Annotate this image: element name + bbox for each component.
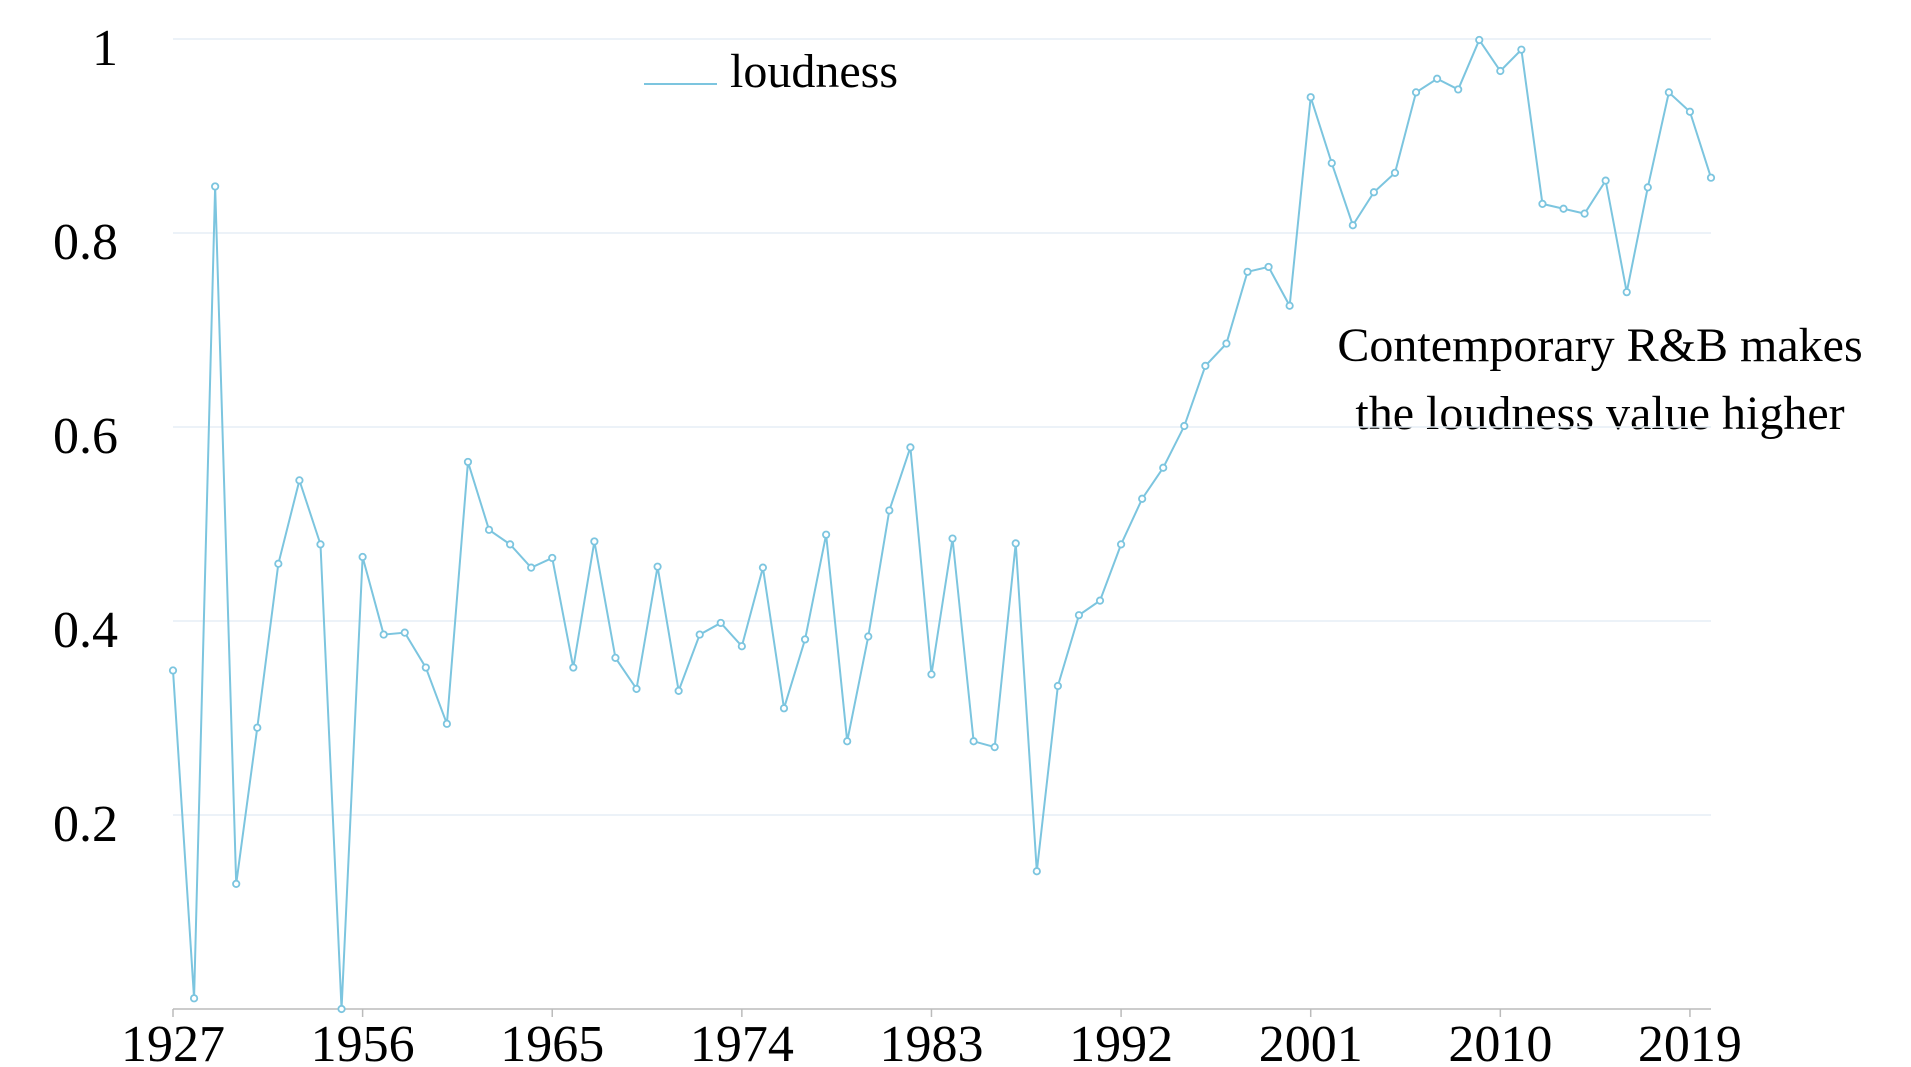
data-point	[653, 562, 662, 571]
data-point	[527, 563, 536, 572]
data-point	[758, 563, 768, 572]
data-point	[1517, 45, 1526, 54]
data-point	[274, 559, 283, 568]
y-tick-label: 0.4	[53, 602, 118, 659]
data-point	[421, 663, 430, 672]
data-point	[1622, 288, 1631, 297]
data-point	[1411, 88, 1421, 97]
data-point	[316, 540, 325, 549]
data-point	[1116, 540, 1126, 549]
data-point	[990, 742, 999, 752]
data-point	[674, 686, 683, 695]
data-point	[590, 537, 599, 546]
series-line	[172, 37, 1712, 1010]
data-point	[379, 630, 388, 639]
data-point	[358, 552, 367, 562]
data-point	[1538, 199, 1547, 208]
data-point	[906, 443, 915, 452]
data-point	[1306, 93, 1315, 102]
data-point	[1011, 539, 1020, 548]
data-point	[1327, 159, 1336, 168]
data-point	[1243, 267, 1252, 276]
data-point	[927, 670, 936, 679]
data-point	[822, 530, 831, 539]
data-point	[1159, 463, 1168, 472]
y-tick-label: 0.8	[53, 214, 118, 271]
data-point	[232, 879, 241, 888]
data-point	[779, 704, 789, 713]
data-point	[695, 630, 704, 639]
x-tick-label: 1992	[1069, 1016, 1173, 1067]
data-point	[948, 534, 957, 543]
data-point	[253, 723, 262, 732]
data-point	[1475, 35, 1484, 45]
x-tick-label: 2001	[1259, 1016, 1363, 1067]
data-point	[295, 476, 304, 485]
data-point	[337, 1004, 346, 1014]
data-point	[843, 737, 852, 746]
data-point	[737, 642, 746, 651]
data-point	[1032, 867, 1041, 876]
data-point	[1454, 85, 1463, 94]
x-tick-label: 1974	[690, 1016, 794, 1067]
data-point	[1369, 188, 1379, 197]
data-point	[1180, 421, 1189, 431]
data-point	[168, 666, 178, 675]
annotation: the loudness value higher	[1355, 387, 1844, 440]
x-tick-label: 1983	[879, 1016, 983, 1067]
data-point	[864, 632, 873, 641]
data-point	[1138, 494, 1147, 503]
data-point	[1601, 176, 1610, 185]
y-tick-label: 1	[92, 20, 118, 77]
data-point	[1559, 204, 1568, 213]
data-point	[1390, 168, 1400, 177]
data-point	[716, 618, 725, 628]
data-point	[1201, 361, 1210, 370]
data-point	[211, 182, 220, 191]
data-point	[1095, 596, 1105, 605]
data-point	[1264, 262, 1273, 272]
data-point	[800, 635, 810, 644]
x-tick-label: 1965	[500, 1016, 604, 1067]
data-point	[463, 457, 473, 467]
data-point	[1706, 173, 1716, 182]
data-point	[400, 628, 409, 637]
data-point	[548, 553, 557, 563]
data-point	[632, 684, 641, 694]
x-tick-label: 2019	[1638, 1016, 1742, 1067]
data-point	[611, 653, 620, 662]
data-point	[1643, 183, 1652, 192]
annotation: Contemporary R&B makes	[1337, 319, 1862, 372]
x-tick-label: 1956	[311, 1016, 415, 1067]
y-tick-label: 0.6	[53, 408, 118, 465]
data-point	[1685, 107, 1695, 116]
data-point	[484, 525, 494, 534]
x-tick-label: 1927	[121, 1016, 225, 1067]
data-point	[505, 540, 515, 549]
data-point	[1433, 74, 1442, 83]
y-tick-label: 0.2	[53, 796, 118, 853]
data-point	[189, 994, 199, 1003]
data-point	[1285, 301, 1294, 310]
data-point	[1053, 681, 1062, 691]
data-point	[1496, 66, 1505, 76]
data-point	[1580, 209, 1589, 218]
legend-label: loudness	[730, 45, 898, 98]
x-tick-label: 2010	[1448, 1016, 1552, 1067]
data-point	[1348, 221, 1357, 230]
data-point	[442, 719, 451, 728]
data-point	[885, 506, 894, 515]
data-point	[1074, 611, 1084, 620]
data-point	[1222, 339, 1231, 348]
data-point	[969, 737, 978, 746]
data-point	[1664, 88, 1673, 97]
data-point	[569, 663, 578, 672]
